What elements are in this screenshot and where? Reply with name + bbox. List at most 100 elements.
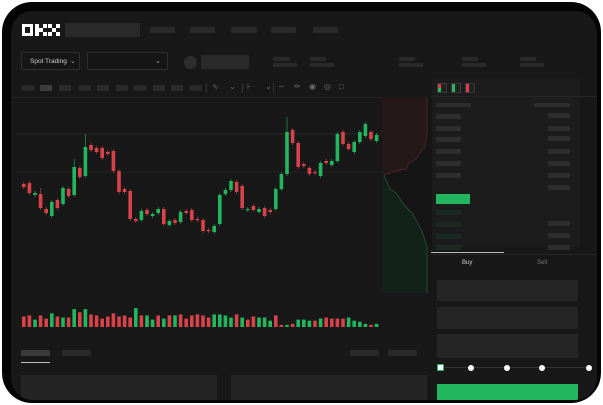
- candle[interactable]: [374, 133, 379, 143]
- candle[interactable]: [234, 180, 239, 194]
- candle[interactable]: [122, 187, 127, 194]
- ask-price[interactable]: [436, 173, 461, 178]
- ask-price[interactable]: [436, 114, 461, 119]
- interval-button[interactable]: [97, 85, 109, 91]
- okx-logo[interactable]: [22, 24, 60, 36]
- interval-button[interactable]: [134, 85, 146, 91]
- candle[interactable]: [246, 207, 250, 212]
- nav-item[interactable]: [313, 27, 338, 33]
- candle[interactable]: [240, 184, 244, 210]
- buy-button[interactable]: [437, 384, 578, 400]
- candle[interactable]: [330, 159, 334, 167]
- candle[interactable]: [50, 200, 54, 218]
- candle[interactable]: [55, 198, 60, 210]
- candle[interactable]: [61, 186, 65, 206]
- candle[interactable]: [285, 117, 289, 176]
- candle[interactable]: [257, 207, 261, 214]
- interval-button[interactable]: [190, 85, 202, 91]
- candle[interactable]: [173, 218, 177, 225]
- candle[interactable]: [89, 143, 93, 152]
- candle[interactable]: [106, 150, 110, 156]
- slider-stop-25[interactable]: [468, 365, 474, 371]
- price-input[interactable]: [437, 280, 578, 301]
- candle[interactable]: [184, 209, 188, 215]
- candle[interactable]: [22, 182, 26, 189]
- candle[interactable]: [27, 181, 32, 195]
- candle[interactable]: [268, 208, 272, 214]
- candle[interactable]: [83, 134, 88, 178]
- indicator-icon[interactable]: ∿: [212, 82, 219, 91]
- tab-open-orders[interactable]: [21, 350, 50, 356]
- candle[interactable]: [178, 210, 183, 224]
- candle[interactable]: [111, 149, 116, 173]
- chevron-down-icon[interactable]: ⌄: [229, 82, 236, 91]
- candle[interactable]: [38, 188, 43, 210]
- slider-stop-100[interactable]: [586, 365, 592, 371]
- bid-price[interactable]: [436, 245, 461, 250]
- candle[interactable]: [229, 179, 233, 192]
- amount-input[interactable]: [437, 307, 578, 329]
- interval-button[interactable]: [171, 85, 183, 91]
- candle[interactable]: [346, 142, 351, 151]
- line-tool-icon[interactable]: ∼: [278, 82, 285, 91]
- candle[interactable]: [190, 208, 194, 222]
- candle[interactable]: [341, 130, 345, 146]
- interval-button-active[interactable]: [40, 85, 52, 91]
- bid-price[interactable]: [436, 210, 461, 215]
- nav-item[interactable]: [150, 27, 175, 33]
- candle[interactable]: [117, 169, 121, 194]
- interval-button[interactable]: [22, 85, 34, 91]
- settings-icon[interactable]: ◎: [324, 82, 331, 91]
- candle-type-icon[interactable]: ⊦: [247, 82, 252, 91]
- candle[interactable]: [156, 207, 160, 215]
- candle[interactable]: [100, 146, 104, 160]
- camera-icon[interactable]: ◉: [309, 82, 316, 91]
- market-type-dropdown[interactable]: Spot Trading ⌄: [21, 52, 80, 70]
- candle[interactable]: [128, 189, 132, 221]
- slider-handle[interactable]: [437, 364, 444, 371]
- candle[interactable]: [318, 161, 323, 178]
- candle[interactable]: [44, 207, 48, 215]
- search-bar[interactable]: [65, 23, 140, 37]
- candle[interactable]: [352, 140, 356, 154]
- both-sides-icon[interactable]: [437, 83, 447, 93]
- interval-button[interactable]: [79, 85, 91, 91]
- pair-dropdown[interactable]: ⌄: [87, 52, 168, 70]
- filter-button[interactable]: [388, 350, 417, 356]
- nav-item[interactable]: [231, 27, 257, 33]
- candle[interactable]: [307, 166, 312, 176]
- tab-sell[interactable]: Sell: [537, 260, 548, 266]
- candle[interactable]: [145, 208, 149, 216]
- candle[interactable]: [290, 128, 295, 145]
- bids-only-icon[interactable]: [451, 83, 461, 93]
- candle[interactable]: [72, 159, 76, 197]
- last-price-badge[interactable]: [436, 194, 470, 204]
- candle[interactable]: [223, 188, 228, 196]
- tab-buy[interactable]: Buy: [462, 260, 473, 266]
- candle[interactable]: [296, 141, 300, 169]
- candle[interactable]: [313, 170, 317, 175]
- tab-order-history[interactable]: [62, 350, 91, 356]
- candle[interactable]: [363, 122, 368, 138]
- candle[interactable]: [167, 219, 172, 227]
- candle[interactable]: [335, 132, 340, 163]
- bid-price[interactable]: [436, 234, 461, 239]
- candle[interactable]: [218, 193, 222, 226]
- total-input[interactable]: [437, 334, 578, 358]
- chevron-down-icon[interactable]: ⌄: [265, 82, 272, 91]
- candle[interactable]: [78, 166, 82, 179]
- candle[interactable]: [212, 224, 216, 234]
- interval-button[interactable]: [116, 85, 128, 91]
- filter-button[interactable]: [350, 350, 379, 356]
- candle[interactable]: [302, 162, 306, 168]
- ask-price[interactable]: [436, 137, 461, 142]
- candle[interactable]: [162, 207, 166, 226]
- candle[interactable]: [358, 130, 362, 144]
- candle[interactable]: [33, 191, 37, 197]
- nav-item[interactable]: [190, 27, 215, 33]
- bid-price[interactable]: [436, 222, 461, 227]
- interval-button[interactable]: [59, 85, 71, 91]
- candlestick-chart[interactable]: [11, 11, 431, 341]
- slider-stop-75[interactable]: [539, 365, 545, 371]
- candle[interactable]: [139, 209, 144, 222]
